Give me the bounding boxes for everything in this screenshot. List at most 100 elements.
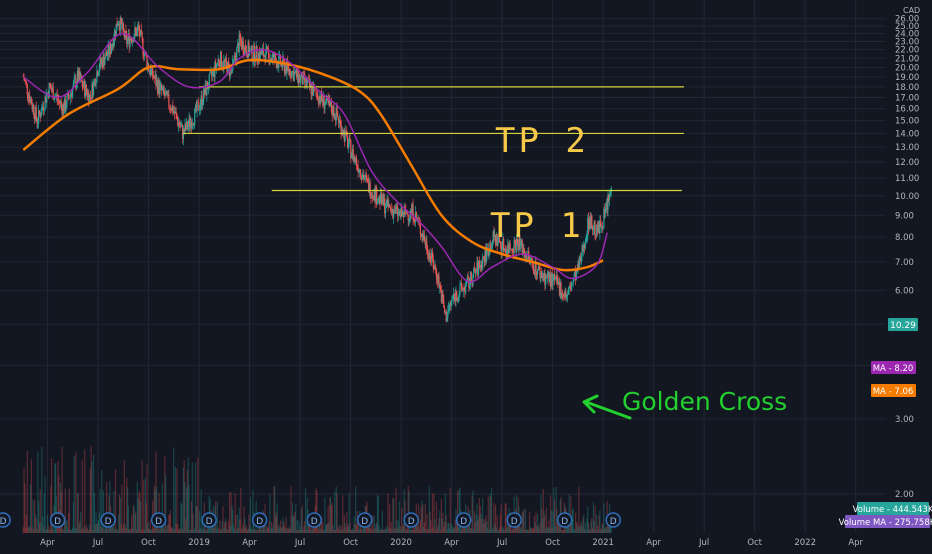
price-candle-body (171, 105, 173, 111)
time-axis-panel[interactable] (0, 533, 886, 550)
volume-bar (60, 491, 62, 533)
volume-bar (362, 527, 364, 533)
volume-bar (167, 524, 169, 533)
dividend-marker-icon[interactable]: D (201, 512, 217, 528)
price-candle-body (441, 294, 443, 303)
volume-bar (84, 529, 87, 533)
price-candle-body (446, 317, 448, 322)
volume-bar (351, 528, 354, 533)
dividend-marker-icon[interactable]: D (150, 512, 167, 528)
volume-bar (232, 524, 235, 533)
price-candle-body (274, 54, 277, 61)
volume-bar (28, 525, 30, 533)
price-candle-body (55, 95, 57, 97)
price-candle-body (67, 93, 70, 98)
price-candle-body (156, 80, 159, 93)
price-candle-body (347, 143, 349, 148)
price-candle-body (384, 197, 386, 214)
volume-bar (397, 521, 400, 533)
time-tick-label: Apr (646, 538, 661, 548)
volume-bar (512, 528, 514, 533)
volume-bar (376, 494, 379, 533)
volume-bar (554, 526, 557, 533)
price-candle-body (179, 126, 181, 128)
price-candle-body (238, 34, 240, 53)
price-candle-body (109, 44, 111, 55)
price-candle-body (273, 53, 275, 60)
price-candle-body (196, 101, 198, 111)
price-candle-body (420, 233, 422, 237)
price-candle-body (335, 107, 337, 121)
volume-bar (183, 460, 185, 533)
price-candle-body (147, 63, 149, 69)
volume-bar (270, 528, 272, 533)
price-candle-body (605, 203, 607, 208)
volume-bar (142, 529, 144, 533)
volume-bar (342, 529, 345, 533)
price-candle-body (251, 46, 253, 62)
price-candle-body (344, 130, 346, 142)
svg-text:D: D (155, 517, 162, 527)
volume-bar (279, 525, 281, 533)
volume-bar (115, 528, 117, 533)
volume-bar (39, 489, 41, 533)
dividend-marker-icon[interactable]: D (403, 512, 419, 528)
volume-bar (306, 497, 308, 533)
volume-bar (191, 462, 193, 533)
volume-bar (347, 526, 349, 533)
price-candle-body (98, 68, 100, 74)
volume-bar (541, 508, 543, 533)
dividend-marker-icon[interactable]: D (251, 512, 268, 528)
dividend-marker-icon[interactable]: D (556, 512, 573, 528)
price-candle-body (88, 94, 91, 105)
volume-bar (574, 529, 576, 533)
volume-bar (64, 488, 66, 533)
price-candle-body (477, 261, 480, 276)
volume-bar (231, 505, 233, 533)
price-candle-body (130, 38, 132, 40)
price-candle-body (452, 293, 455, 300)
price-candle-body (235, 58, 237, 62)
volume-bar (370, 525, 372, 533)
volume-bar (286, 529, 288, 533)
dividend-marker-icon[interactable]: D (100, 512, 116, 528)
price-candle-body (523, 249, 525, 253)
volume-bar (355, 486, 357, 533)
price-candle-body (135, 27, 137, 31)
price-axis-panel[interactable] (886, 0, 932, 550)
price-candle-body (232, 59, 235, 60)
volume-bar (437, 525, 439, 533)
price-candle-body (355, 157, 357, 161)
dividend-marker-icon[interactable]: D (455, 512, 472, 528)
price-candle-body (74, 78, 76, 79)
price-candle-body (577, 262, 579, 272)
volume-bar (249, 526, 251, 533)
volume-bar (499, 526, 501, 533)
dividend-marker-icon[interactable]: D (0, 512, 11, 528)
dividend-marker-icon[interactable]: D (49, 512, 66, 528)
volume-bar (558, 525, 560, 533)
price-candle-body (333, 106, 335, 118)
dividend-marker-icon[interactable]: D (605, 512, 621, 528)
price-candle-body (578, 262, 580, 268)
volume-bar (475, 514, 477, 533)
price-candle-body (291, 71, 293, 78)
dividend-marker-icon[interactable]: D (506, 512, 522, 528)
volume-bar (421, 500, 423, 533)
volume-bar (94, 524, 96, 533)
time-tick-label: Jul (92, 538, 103, 548)
volume-bar (609, 525, 612, 533)
dividend-marker-icon[interactable]: D (356, 512, 373, 528)
price-candle-body (186, 121, 189, 129)
price-candle-body (155, 75, 157, 86)
dividend-marker-icon[interactable]: D (306, 512, 322, 528)
price-candle-body (102, 55, 104, 68)
volume-bar (89, 468, 91, 533)
price-candle-body (316, 92, 318, 95)
volume-bar (576, 522, 578, 533)
price-candle-body (366, 176, 368, 179)
price-candle-body (425, 241, 427, 245)
